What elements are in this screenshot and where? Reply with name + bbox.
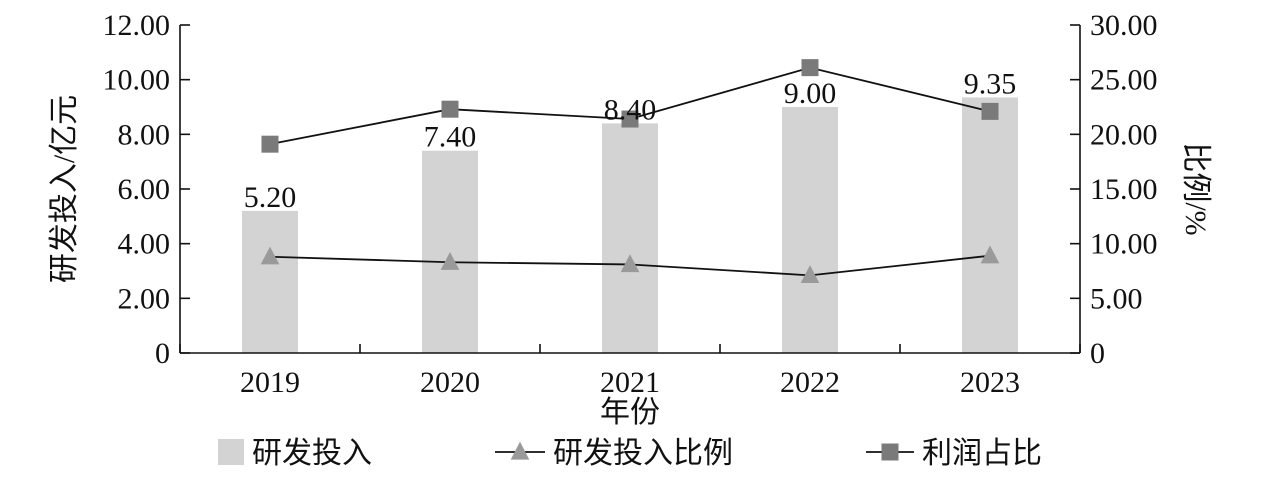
right-tick-label: 0: [1090, 337, 1105, 370]
legend: 研发投入 研发投入比例 利润占比: [218, 437, 1042, 470]
bar-value-label: 9.00: [784, 77, 837, 110]
right-tick-label: 30.00: [1090, 9, 1158, 42]
right-tick-label: 20.00: [1090, 118, 1158, 151]
bar-value-label: 5.20: [244, 181, 297, 214]
x-axis-title: 年份: [600, 396, 660, 429]
bar-2022: [782, 107, 838, 353]
left-tick-label: 10.00: [103, 64, 171, 97]
bar-2019: [242, 210, 298, 353]
bar-2021: [602, 123, 658, 354]
left-tick-label: 0: [155, 337, 170, 370]
bar-series-group: [242, 97, 1018, 354]
triangle-marker-2022: [800, 265, 820, 284]
x-tick-label: 2021: [600, 366, 660, 399]
left-tick-label: 4.00: [118, 228, 171, 261]
right-tick-label: 25.00: [1090, 64, 1158, 97]
triangle-marker-2021: [620, 254, 640, 273]
axes-group: [179, 24, 1081, 354]
left-tick-label: 8.00: [118, 118, 171, 151]
left-tick-label: 6.00: [118, 173, 171, 206]
legend-triangle-marker: [510, 441, 530, 460]
square-marker-2021: [621, 110, 639, 128]
line-series-group: [260, 59, 1000, 284]
bar-value-label: 8.40: [604, 93, 657, 126]
bar-value-label: 7.40: [424, 121, 477, 154]
right-tick-label: 15.00: [1090, 173, 1158, 206]
bar-value-label: 9.35: [964, 67, 1017, 100]
y-axis-title: 研发投入/亿元: [48, 95, 81, 283]
x-tick-label: 2020: [420, 366, 480, 399]
legend-label: 研发投入比例: [553, 437, 733, 470]
x-tick-label: 2023: [960, 366, 1020, 399]
right-tick-label: 5.00: [1090, 282, 1143, 315]
left-tick-label: 12.00: [103, 9, 171, 42]
bar-2023: [962, 97, 1018, 353]
triangle-marker-2023: [980, 245, 1000, 264]
left-tick-label: 2.00: [118, 282, 171, 315]
legend-label: 利润占比: [922, 437, 1042, 470]
bar-2020: [422, 150, 478, 353]
x-tick-label: 2022: [780, 366, 840, 399]
right-tick-label: 10.00: [1090, 228, 1158, 261]
y2-axis-title: 比例/%: [1179, 142, 1212, 235]
square-marker-2019: [261, 135, 279, 153]
x-tick-label: 2019: [240, 366, 300, 399]
triangle-marker-2019: [260, 246, 280, 265]
square-marker-2023: [981, 102, 999, 120]
legend-swatch-bar: [218, 439, 244, 465]
square-marker-2022: [801, 59, 819, 77]
legend-square-marker: [881, 443, 899, 461]
triangle-marker-2020: [440, 252, 460, 270]
legend-label: 研发投入: [252, 437, 372, 470]
text-group: 0 2.00 4.00 6.00 8.00 10.00 12.00 0 5.00 10.00 15.…: [48, 9, 1212, 429]
square-marker-2020: [441, 100, 459, 118]
